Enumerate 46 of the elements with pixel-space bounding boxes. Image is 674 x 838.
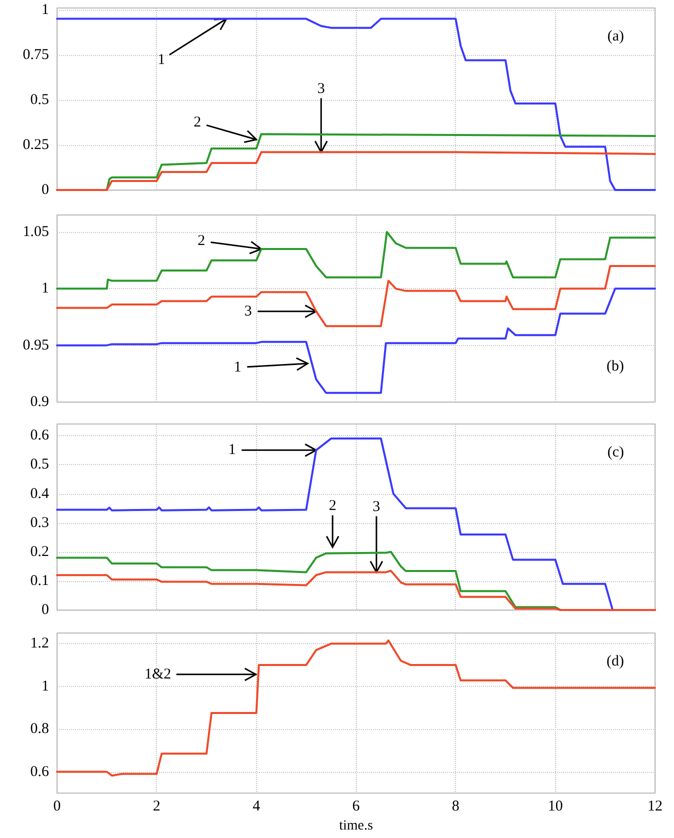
annotation: 1 [234,359,242,376]
annotation: 2 [328,498,336,514]
x-tick-label: 6 [352,798,360,815]
y-tick-label: 0 [42,602,49,618]
annotation: 3 [372,499,380,516]
y-tick-label: 0.25 [22,136,49,153]
y-tick-label: 0.3 [30,514,49,531]
annotation: 1 [158,52,166,68]
y-tick-label: 0.5 [30,92,49,108]
annotation: 2 [194,114,202,131]
y-tick-label: 0.5 [30,456,49,473]
text: (c) [607,444,624,460]
y-tick-label: 1 [42,678,49,694]
annotation: 3 [244,303,252,320]
x-tick-label: 12 [648,798,662,815]
y-tick-label: 0.8 [30,721,49,738]
y-tick-label: 0.95 [22,337,49,354]
y-tick-label: 1 [42,280,49,297]
y-tick-label: 0.6 [30,428,50,444]
y-tick-label: 0 [42,182,49,198]
line-series [56,639,656,777]
annotation: 1 [228,442,236,458]
x-tick-label: 2 [152,798,160,815]
annotation: 3 [317,81,325,98]
y-tick-label: 1.2 [30,636,49,652]
y-tick-label: 0.75 [22,46,49,63]
text: (b) [606,358,624,374]
x-tick-label: 8 [452,798,460,815]
x-tick-label: 0 [53,798,61,815]
text: (d) [606,654,624,670]
line-series [56,231,656,290]
y-tick-label: 0.9 [30,394,49,410]
annotation: 1&2 [144,666,172,682]
annotation: 2 [198,233,206,249]
x-axis-title: time.s [339,818,373,834]
text: (a) [607,28,624,44]
y-tick-label: 1 [42,2,49,18]
y-tick-label: 1.05 [22,224,49,240]
y-tick-label: 0.1 [30,572,49,589]
x-tick-label: 10 [548,798,563,815]
x-tick-label: 4 [252,798,261,815]
line-series [56,265,656,328]
y-tick-label: 0.2 [30,544,49,560]
line-series [56,288,656,394]
y-tick-label: 0.4 [30,486,50,502]
y-tick-label: 0.6 [30,764,50,780]
